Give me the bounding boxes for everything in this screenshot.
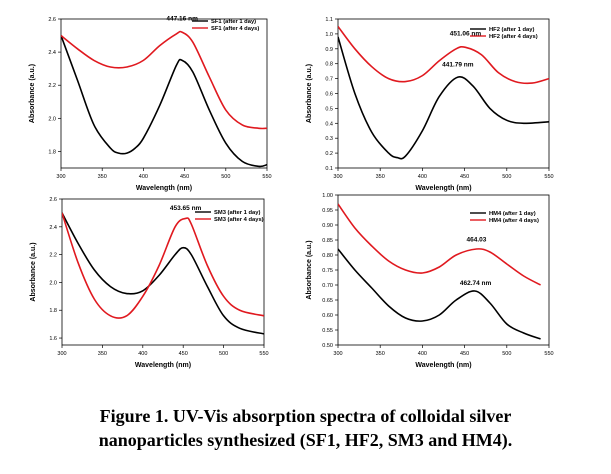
y-tick-label: 0.55 [322, 328, 333, 334]
y-tick-label: 2.0 [48, 116, 56, 122]
y-tick-label: 0.65 [322, 298, 333, 304]
y-tick-label: 0.60 [322, 313, 333, 319]
legend-label: HF2 (after 1 day) [489, 27, 534, 33]
x-tick-label: 300 [57, 351, 66, 357]
x-axis-label: Wavelength (nm) [135, 362, 191, 369]
x-tick-label: 450 [179, 351, 188, 357]
series-line-sf1-1 [61, 35, 267, 168]
y-axis-label: Absorbance (a.u.) [306, 64, 313, 123]
series-line-hm4-2 [338, 203, 541, 286]
x-tick-label: 300 [333, 351, 342, 357]
y-tick-label: 2.4 [49, 225, 57, 231]
x-tick-label: 300 [56, 174, 65, 180]
plot-frame [61, 198, 265, 346]
plot-frame [60, 18, 268, 169]
chart-sm3: 300 350 400 450 500 550 1.6 1.8 2.0 2.2 2.4 2.6 Wave… [30, 197, 269, 369]
series-line-sf1-2 [61, 30, 267, 130]
y-axis-label: Absorbance (a.u.) [30, 242, 37, 301]
peak-annotation: 453.65 nm [170, 205, 202, 212]
x-axis-label: Wavelength (nm) [415, 185, 471, 192]
x-tick-label: 400 [138, 351, 147, 357]
x-tick-label: 500 [221, 174, 230, 180]
y-tick-label: 0.85 [322, 238, 333, 244]
series-line-hm4-1 [338, 248, 541, 340]
x-tick-label: 400 [418, 174, 427, 180]
y-tick-label: 1.1 [325, 17, 333, 23]
y-tick-label: 0.50 [322, 343, 333, 349]
y-tick-label: 0.5 [325, 106, 333, 112]
chart-hf2: 300 350 400 450 500 550 0.1 0.2 0.3 0.4 0.5 0.6 0.7 0… [306, 17, 554, 192]
y-tick-label: 1.0 [325, 32, 333, 38]
x-tick-label: 350 [376, 174, 385, 180]
x-tick-label: 550 [259, 351, 268, 357]
caption-line-1: Figure 1. UV-Vis absorption spectra of c… [99, 406, 512, 426]
x-tick-label: 400 [418, 351, 427, 357]
y-tick-label: 0.70 [322, 283, 333, 289]
chart-hm4: 300 350 400 450 500 550 0.50 0.55 0.60 0.65 0.70 0.… [306, 193, 554, 369]
x-tick-label: 400 [139, 174, 148, 180]
y-tick-label: 2.2 [49, 253, 57, 259]
y-tick-label: 1.00 [322, 193, 333, 199]
chart-sf1: 300 350 400 450 500 550 1.8 2.0 2.2 2.4 2.6 Wavelen… [29, 16, 272, 192]
y-tick-label: 0.4 [325, 121, 333, 127]
y-tick-label: 0.3 [325, 136, 333, 142]
x-tick-label: 550 [544, 174, 553, 180]
x-tick-label: 300 [333, 174, 342, 180]
y-tick-label: 2.6 [48, 17, 56, 23]
x-axis-label: Wavelength (nm) [415, 362, 471, 369]
x-tick-label: 500 [502, 351, 511, 357]
x-tick-label: 550 [262, 174, 271, 180]
y-tick-label: 0.80 [322, 253, 333, 259]
x-tick-label: 450 [460, 351, 469, 357]
y-tick-label: 0.95 [322, 208, 333, 214]
peak-annotation: 451.06 nm [450, 30, 482, 37]
y-tick-label: 0.75 [322, 268, 333, 274]
y-tick-label: 0.2 [325, 151, 333, 157]
y-tick-label: 2.0 [49, 280, 57, 286]
y-axis-label: Absorbance (a.u.) [306, 240, 313, 299]
y-tick-label: 2.2 [48, 83, 56, 89]
y-tick-label: 1.8 [49, 308, 57, 314]
y-tick-label: 1.8 [48, 149, 56, 155]
legend-label: HM4 (after 4 days) [489, 218, 539, 224]
x-tick-label: 350 [98, 351, 107, 357]
peak-annotation: 462.74 nm [460, 280, 492, 287]
y-tick-label: 0.6 [325, 92, 333, 98]
y-tick-label: 0.8 [325, 62, 333, 68]
series-line-sm3-1 [62, 212, 264, 335]
legend-label: HM4 (after 1 day) [489, 211, 536, 217]
y-tick-label: 2.4 [48, 50, 56, 56]
legend-label: SF1 (after 1 day) [211, 19, 256, 25]
x-tick-label: 350 [376, 351, 385, 357]
legend-label: SM3 (after 1 day) [214, 210, 260, 216]
y-tick-label: 0.90 [322, 223, 333, 229]
caption-line-2: nanoparticles synthesized (SF1, HF2, SM3… [98, 430, 513, 450]
series-line-hf2-1 [338, 36, 549, 160]
y-tick-label: 1.6 [49, 336, 57, 342]
y-axis-label: Absorbance (a.u.) [29, 64, 36, 123]
series-line-sm3-2 [62, 212, 264, 319]
peak-annotation: 441.79 nm [442, 62, 474, 69]
peak-annotation: 447.16 nm [166, 16, 198, 23]
y-tick-label: 0.1 [325, 166, 333, 172]
legend-label: SM3 (after 4 days) [214, 217, 264, 223]
legend-label: SF1 (after 4 days) [211, 26, 259, 32]
x-tick-label: 500 [219, 351, 228, 357]
y-tick-label: 0.9 [325, 47, 333, 53]
series-line-hf2-2 [338, 25, 549, 85]
x-tick-label: 450 [180, 174, 189, 180]
y-tick-label: 2.6 [49, 197, 57, 203]
y-tick-label: 0.7 [325, 77, 333, 83]
peak-annotation: 464.03 [466, 237, 486, 244]
x-tick-label: 350 [98, 174, 107, 180]
x-tick-label: 500 [502, 174, 511, 180]
plot-frame [337, 18, 550, 169]
x-tick-label: 450 [460, 174, 469, 180]
x-tick-label: 550 [544, 351, 553, 357]
x-axis-label: Wavelength (nm) [136, 185, 192, 192]
figure-caption: Figure 1. UV-Vis absorption spectra of c… [0, 404, 611, 452]
legend-label: HF2 (after 4 days) [489, 34, 538, 40]
